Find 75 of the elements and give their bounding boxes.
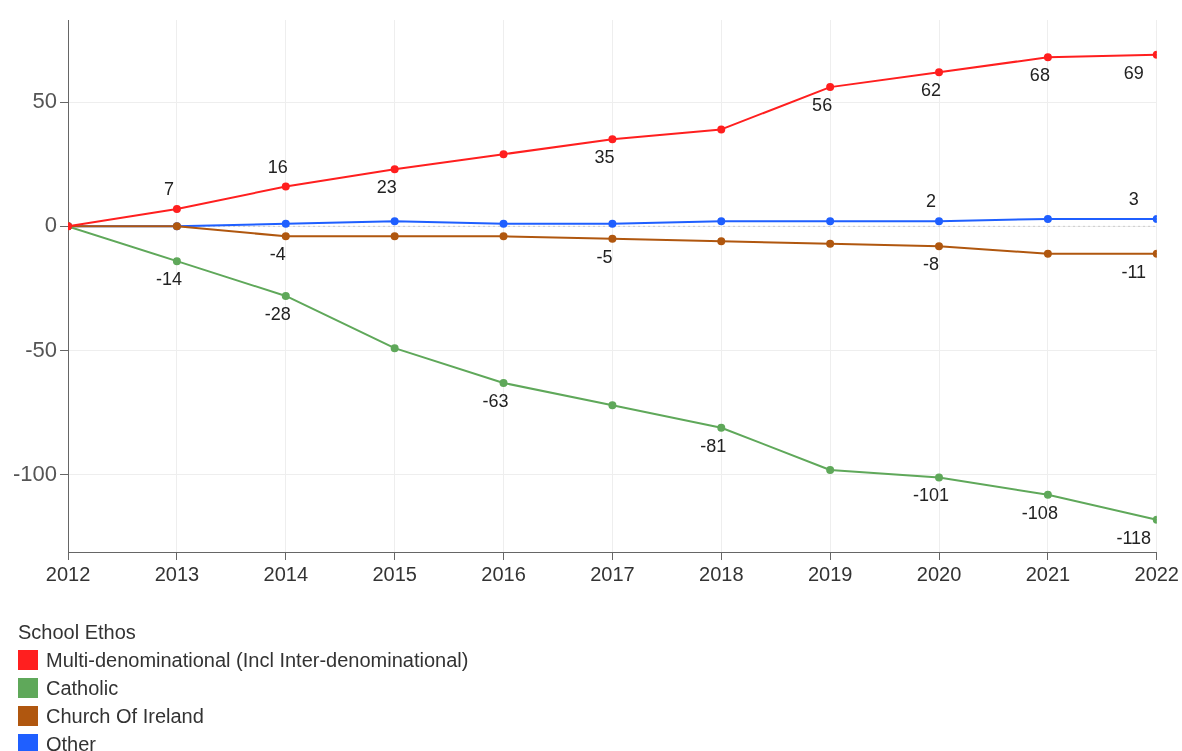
point [717, 423, 726, 432]
data-label: 3 [1128, 188, 1139, 209]
data-label: -8 [923, 254, 940, 275]
point [281, 219, 290, 228]
data-label: -28 [264, 303, 291, 324]
x-tick-label: 2013 [154, 562, 200, 585]
data-label: -11 [1121, 261, 1147, 282]
x-tick-label: 2014 [263, 562, 309, 585]
point [1043, 214, 1052, 223]
point [826, 465, 835, 474]
point [717, 125, 726, 134]
data-label: 69 [1123, 62, 1144, 83]
y-tick-label: 50 [32, 88, 58, 114]
point [172, 257, 181, 266]
data-label: -81 [700, 435, 727, 456]
point [608, 219, 617, 228]
x-tick-label: 2012 [45, 562, 91, 585]
data-label: -118 [1116, 527, 1152, 548]
legend-title: School Ethos [18, 620, 137, 645]
data-label: -14 [155, 269, 182, 290]
point [1043, 490, 1052, 499]
data-label: 7 [163, 178, 174, 199]
x-tick-label: 2018 [699, 562, 744, 585]
data-label: -101 [912, 485, 950, 506]
point [935, 242, 944, 251]
x-tick-label: 2022 [1134, 562, 1179, 585]
x-tick-label: 2017 [590, 562, 635, 585]
x-tick-label: 2016 [481, 562, 526, 585]
point [499, 232, 508, 241]
point [717, 237, 726, 246]
point [499, 150, 508, 159]
x-tick-label: 2020 [916, 562, 962, 585]
data-label: -63 [482, 390, 509, 411]
point [608, 234, 617, 243]
data-label: 16 [267, 156, 288, 177]
data-label: 35 [594, 147, 615, 168]
x-tick-label: 2015 [372, 562, 417, 585]
point [608, 401, 617, 410]
point [281, 182, 290, 191]
point [1043, 53, 1052, 62]
data-label: 68 [1029, 65, 1050, 86]
data-label: 23 [376, 177, 397, 198]
data-label: -108 [1021, 502, 1058, 523]
point [826, 217, 835, 226]
point [281, 291, 290, 300]
y-tick-label: -50 [25, 336, 58, 362]
point [826, 239, 835, 248]
point [499, 219, 508, 228]
data-label: 62 [920, 80, 942, 101]
point [390, 232, 399, 241]
y-tick-label: 0 [44, 212, 58, 238]
legend-label: Other [46, 732, 97, 751]
legend-label: Church Of Ireland [46, 704, 204, 728]
point [499, 378, 508, 387]
legend-label: Catholic [46, 676, 119, 700]
x-tick-label: 2021 [1025, 562, 1071, 585]
point [717, 217, 726, 226]
data-label: -4 [269, 244, 286, 265]
data-label: 56 [812, 95, 833, 116]
point [608, 135, 617, 144]
point [390, 217, 399, 226]
point [935, 217, 944, 226]
point [826, 83, 835, 92]
point [935, 473, 944, 482]
point [935, 68, 944, 77]
data-label: -5 [596, 246, 613, 267]
y-tick-label: -100 [12, 461, 58, 486]
point [1043, 249, 1052, 258]
legend-label: Multi-denominational (Incl Inter-denominational) [46, 648, 469, 672]
point [172, 204, 181, 213]
point [281, 232, 290, 241]
point [390, 344, 399, 353]
data-label: 2 [926, 191, 937, 212]
x-tick-label: 2019 [807, 562, 853, 585]
point [390, 165, 399, 174]
